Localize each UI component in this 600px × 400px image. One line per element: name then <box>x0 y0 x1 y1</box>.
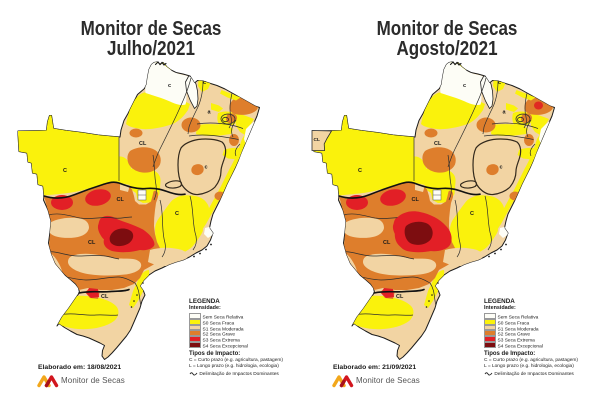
svg-text:CL: CL <box>314 137 320 143</box>
